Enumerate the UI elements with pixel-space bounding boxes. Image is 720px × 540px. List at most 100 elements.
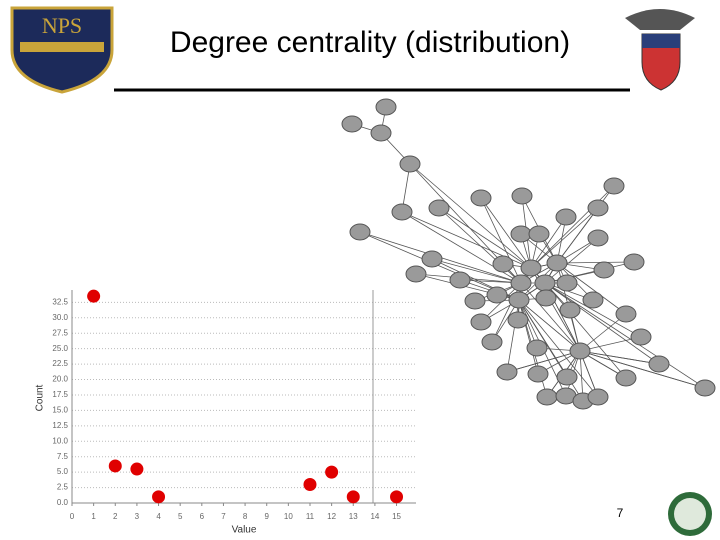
x-tick-label: 2 xyxy=(113,512,118,521)
slide-title: Degree centrality (distribution) xyxy=(170,26,570,59)
x-tick-label: 6 xyxy=(200,512,205,521)
network-edge xyxy=(579,350,660,365)
x-tick-label: 9 xyxy=(264,512,269,521)
network-node xyxy=(535,289,557,307)
network-node xyxy=(449,271,471,289)
network-node xyxy=(528,225,550,243)
network-node xyxy=(470,189,492,207)
network-edge xyxy=(556,262,627,315)
x-tick-label: 11 xyxy=(306,512,315,521)
y-tick-label: 17.5 xyxy=(52,390,68,399)
network-node xyxy=(508,291,530,309)
network-node xyxy=(555,208,577,226)
y-tick-label: 10.0 xyxy=(52,436,68,445)
nps-logo: NPS xyxy=(10,6,114,94)
network-node xyxy=(615,305,637,323)
network-node xyxy=(510,274,532,292)
network-node xyxy=(556,368,578,386)
network-edge xyxy=(520,282,581,352)
network-node xyxy=(492,255,514,273)
network-node xyxy=(559,301,581,319)
network-node xyxy=(587,388,609,406)
x-tick-label: 12 xyxy=(327,512,336,521)
data-point xyxy=(390,490,404,504)
network-node xyxy=(536,388,558,406)
network-edge xyxy=(518,299,599,398)
crest-eagle xyxy=(625,9,695,30)
network-node xyxy=(630,328,652,346)
network-edge xyxy=(530,207,599,269)
y-tick-label: 22.5 xyxy=(52,359,68,368)
y-tick-label: 32.5 xyxy=(52,297,68,306)
x-tick-label: 14 xyxy=(370,512,379,521)
network-node xyxy=(391,203,413,221)
network-edge xyxy=(530,216,567,269)
x-axis-title: Value xyxy=(232,525,257,536)
page-number: 7 xyxy=(617,506,624,520)
network-node xyxy=(556,274,578,292)
network-node xyxy=(582,291,604,309)
network-edge xyxy=(431,258,522,284)
data-point xyxy=(303,477,317,491)
network-node xyxy=(593,261,615,279)
x-tick-label: 4 xyxy=(156,512,161,521)
network-edge xyxy=(506,299,520,373)
data-point xyxy=(346,490,360,504)
y-tick-label: 25.0 xyxy=(52,344,68,353)
y-tick-label: 0.0 xyxy=(57,498,69,507)
network-node xyxy=(587,229,609,247)
network-edge xyxy=(438,207,532,269)
network-edge xyxy=(544,237,599,284)
x-tick-label: 13 xyxy=(349,512,358,521)
network-node xyxy=(526,339,548,357)
x-tick-label: 0 xyxy=(70,512,75,521)
network-edge xyxy=(544,282,642,338)
y-axis-title: Count xyxy=(35,384,46,411)
y-tick-label: 12.5 xyxy=(52,421,68,430)
crest-logo xyxy=(625,9,695,91)
x-tick-label: 7 xyxy=(221,512,226,521)
network-node xyxy=(428,199,450,217)
network-edge xyxy=(579,350,706,389)
network-node xyxy=(370,124,392,142)
y-tick-label: 20.0 xyxy=(52,375,68,384)
network-node xyxy=(510,225,532,243)
data-point xyxy=(152,490,166,504)
network-node xyxy=(486,286,508,304)
network-node xyxy=(511,187,533,205)
network-node xyxy=(496,363,518,381)
network-edge xyxy=(544,282,706,389)
network-edge xyxy=(579,313,627,352)
network-edge xyxy=(556,207,599,264)
network-node xyxy=(587,199,609,217)
logo-banner xyxy=(20,42,104,52)
network-node xyxy=(464,292,486,310)
network-node xyxy=(569,342,591,360)
logo-text: NPS xyxy=(42,13,82,38)
network-edge xyxy=(518,299,581,352)
crest-chief xyxy=(642,34,680,48)
data-point xyxy=(108,459,122,473)
network-edge xyxy=(556,261,635,264)
y-tick-label: 30.0 xyxy=(52,313,68,322)
network-node xyxy=(520,259,542,277)
network-node xyxy=(405,265,427,283)
network-node xyxy=(399,155,421,173)
x-tick-label: 1 xyxy=(91,512,96,521)
plot-area xyxy=(72,290,416,503)
x-tick-label: 15 xyxy=(392,512,401,521)
x-tick-label: 5 xyxy=(178,512,183,521)
x-tick-label: 10 xyxy=(284,512,293,521)
network-edge xyxy=(506,350,581,373)
network-edge xyxy=(480,197,522,284)
network-node xyxy=(546,254,568,272)
network-edge xyxy=(544,282,660,365)
data-point xyxy=(130,462,144,476)
network-edge xyxy=(544,282,627,379)
network-node xyxy=(534,274,556,292)
corner-logo-center xyxy=(674,498,706,530)
network-node xyxy=(694,379,716,397)
y-tick-label: 27.5 xyxy=(52,328,68,337)
network-node xyxy=(470,313,492,331)
